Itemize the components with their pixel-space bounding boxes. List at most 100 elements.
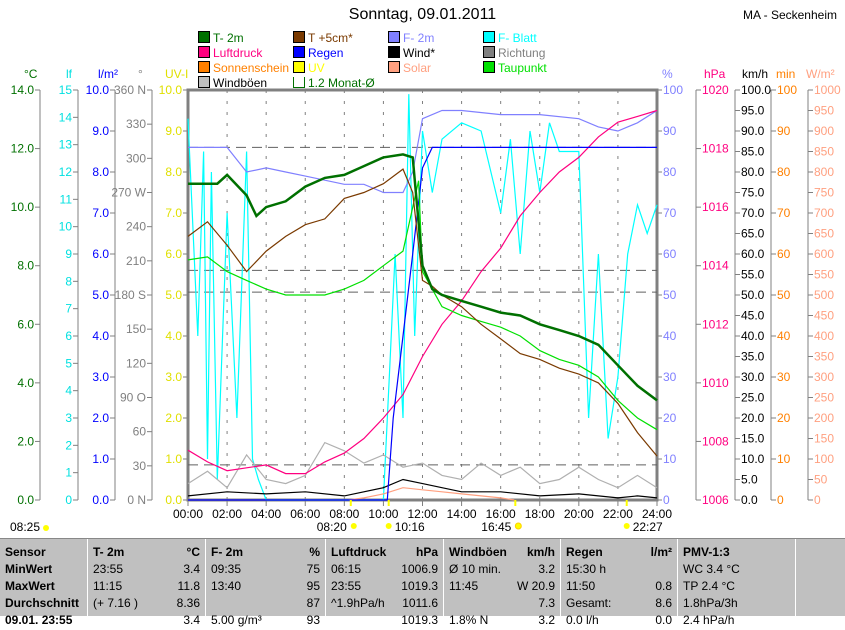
axis-tick-label: 1000 (814, 83, 841, 97)
series-line-solar (348, 487, 515, 501)
axis-tick-label: 5.0 (165, 288, 182, 302)
cell-label: T- 2m (93, 545, 125, 559)
axis-tick-label: 1.0 (165, 452, 182, 466)
axis-tick-label: 60 (133, 425, 147, 439)
stats-row: 23:55 3.4 (93, 562, 200, 579)
axis-tick-label: 150 (126, 322, 146, 336)
axis-unit-label: lf (66, 67, 73, 81)
axis-tick-label: 40 (663, 329, 677, 343)
stats-row: 5.00 g/m³ 93 (211, 613, 320, 630)
cell-value: 1006.9 (401, 562, 438, 576)
axis-tick-label: 7.0 (165, 206, 182, 220)
cell-label: 13:40 (211, 579, 242, 593)
stats-row: MaxWert (5, 579, 82, 596)
axis-tick-label: 20 (663, 411, 677, 425)
cell-label: Sensor (5, 545, 46, 559)
x-tick-label: 20:00 (564, 507, 594, 521)
cell-value: 8.36 (176, 596, 200, 610)
series-line-regen (188, 146, 657, 501)
stats-row: 1.8% N 3.2 (449, 613, 555, 630)
legend-item: Windböen (198, 76, 267, 90)
sun-event-label: 08:20 (317, 520, 347, 534)
axis-tick-label: 13 (59, 138, 73, 152)
axis-tick-label: 360 N (114, 83, 146, 97)
legend-label: Regen (308, 46, 344, 60)
axis-tick-label: 1010 (702, 376, 729, 390)
legend-swatch (198, 31, 210, 43)
stats-row: 1019.3 (331, 613, 438, 630)
cell-label: 11:15 (93, 579, 123, 593)
stats-row: Ø 10 min. 3.2 (449, 562, 555, 579)
stats-row: 09.01. 23:55 (5, 613, 82, 630)
axis-tick-label: 1018 (702, 142, 729, 156)
axis-tick-label: 0.0 (17, 493, 34, 507)
axis-tick-label: 75.0 (741, 186, 765, 200)
axis-tick-label: 50 (814, 473, 828, 487)
axis-tick-label: 1.0 (92, 452, 109, 466)
axis-tick-label: 4.0 (92, 329, 109, 343)
axis-tick-label: 200 (814, 411, 834, 425)
cell-value: 3.4 (183, 613, 200, 627)
legend-item: F- 2m (388, 31, 434, 45)
stats-row: 11:50 0.8 (566, 579, 672, 596)
moonset-icon (623, 523, 630, 529)
cell-value: W 20.9 (516, 579, 555, 593)
axis-tick-label: 950 (814, 104, 834, 118)
cell-value: 87 (306, 596, 320, 610)
cell-value: 93 (306, 613, 320, 627)
weather-chart: °C0.02.04.06.08.010.012.014.0lf012345678… (10, 67, 841, 534)
axis-tick-label: 80 (663, 165, 677, 179)
legend-label: Solar (403, 61, 432, 75)
legend-swatch (483, 31, 495, 43)
axis-tick-label: 20.0 (741, 411, 765, 425)
cell-label: 5.00 g/m³ (211, 613, 262, 627)
axis-tick-label: 0.0 (92, 493, 109, 507)
legend-swatch (293, 77, 305, 88)
axis-tick-label: 700 (814, 206, 834, 220)
x-tick-label: 18:00 (525, 507, 555, 521)
axis-tick-label: 10.0 (86, 83, 110, 97)
axis-tick-label: 70.0 (741, 206, 765, 220)
stats-empty-column (796, 539, 845, 616)
axis-tick-label: 2.0 (165, 411, 182, 425)
x-tick-label: 22:00 (603, 507, 633, 521)
axis-tick-label: 100 (663, 83, 683, 97)
axis-tick-label: 0 (663, 493, 670, 507)
stats-row: 87 (211, 596, 320, 613)
axis-tick-label: 4 (65, 384, 72, 398)
axis-tick-label: 8.0 (17, 259, 34, 273)
cell-value: % (309, 545, 320, 559)
stats-row: 3.4 (93, 613, 200, 630)
axis-tick-label: 10.0 (159, 83, 183, 97)
axis-tick-label: 210 (126, 254, 146, 268)
station-name: MA - Seckenheim (742, 8, 837, 22)
stats-row: 7.3 (449, 596, 555, 613)
cell-label: MaxWert (5, 579, 55, 593)
x-tick-label: 10:00 (368, 507, 398, 521)
legend-swatch (483, 61, 495, 73)
axis-tick-label: 8.0 (92, 165, 109, 179)
legend-swatch (483, 46, 495, 58)
cell-label: F- 2m (211, 545, 244, 559)
axis-tick-label: 2.0 (17, 434, 34, 448)
cell-label: 1.8hPa/3h (683, 596, 738, 610)
cell-value: 0.0 (655, 613, 672, 627)
cell-label: Gesamt: (566, 596, 612, 610)
legend-label: F- Blatt (498, 31, 537, 45)
legend-item: UV (293, 61, 325, 75)
stats-row: 1.8hPa/3h (683, 596, 790, 613)
stats-row: (+ 7.16 ) 8.36 (93, 596, 200, 613)
cell-label: MinWert (5, 562, 53, 576)
axis-tick-label: 1020 (702, 83, 729, 97)
axis-tick-label: 300 (814, 370, 834, 384)
axis-tick-label: 90 O (120, 391, 146, 405)
series-line-t-5cm- (187, 168, 658, 457)
cell-value: 1011.6 (402, 596, 438, 610)
plot-frame (186, 88, 659, 502)
legend-item: 1.2 Monat-Ø (293, 76, 375, 90)
cell-label: PMV-1:3 (683, 545, 730, 559)
stats-column: Regen l/m² 15:30 h 11:50 0.8 Gesamt: 8.6 0.0 l/… (561, 539, 678, 627)
legend-item: T- 2m (198, 31, 244, 45)
stats-header: Windböen km/h (449, 545, 555, 562)
axis-tick-label: 2.0 (92, 411, 109, 425)
